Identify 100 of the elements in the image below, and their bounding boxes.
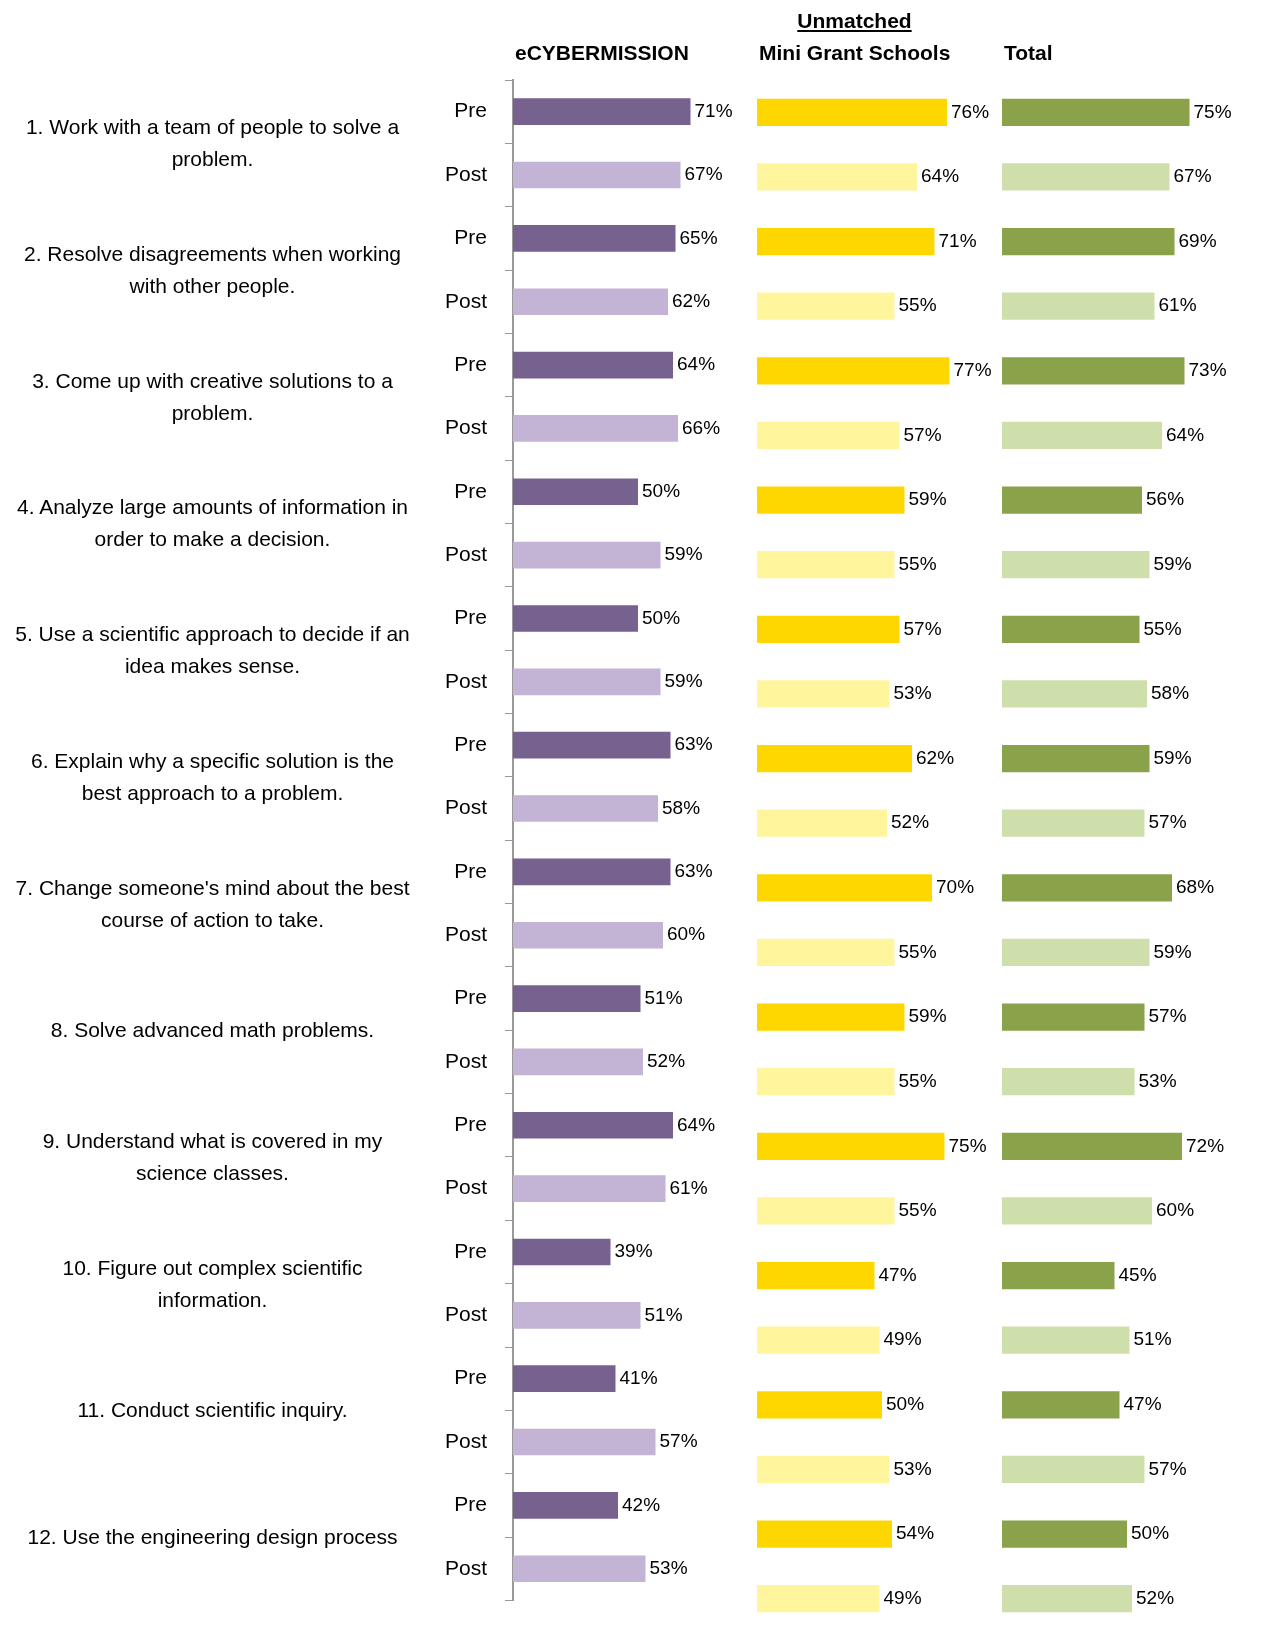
bar <box>513 98 691 125</box>
data-label: 59% <box>908 1005 947 1027</box>
data-label: 51% <box>644 1303 683 1325</box>
data-label: 59% <box>908 488 947 510</box>
text: 8. Solve advanced math problems. <box>49 1017 376 1044</box>
bar <box>513 161 681 189</box>
data-label: 57% <box>1148 1457 1187 1479</box>
data-label: 55% <box>898 1199 937 1221</box>
text: 2. Resolve disagreements when working with other people. <box>23 241 402 300</box>
data-label: 55% <box>898 1069 937 1091</box>
data-label: 61% <box>669 1176 708 1198</box>
data-label: 60% <box>1156 1199 1195 1221</box>
data-label: 62% <box>916 746 955 768</box>
bar <box>1002 227 1175 256</box>
y-tick-label: Pre <box>454 858 487 882</box>
data-label: 53% <box>1138 1069 1177 1091</box>
data-label: 71% <box>694 99 733 121</box>
y-tick-label: Pre <box>454 985 487 1009</box>
y-tick-label: Post <box>444 668 488 692</box>
data-label: 75% <box>948 1134 987 1156</box>
data-label: 59% <box>664 543 703 565</box>
data-label: 57% <box>1148 1005 1187 1027</box>
bar <box>757 1455 890 1484</box>
bar <box>757 1132 945 1160</box>
data-label: 39% <box>614 1240 653 1262</box>
bar <box>513 795 658 822</box>
data-label: 69% <box>1178 229 1217 251</box>
bar <box>513 1492 618 1519</box>
text: 10. Figure out complex scientific information. <box>61 1254 364 1313</box>
data-label: 52% <box>647 1050 686 1072</box>
bar <box>1002 1261 1115 1290</box>
bar <box>757 227 935 256</box>
chart-subtitle: Unmatched <box>797 9 912 32</box>
text: 9. Understand what is covered in my science classes. <box>41 1127 384 1186</box>
data-label: 62% <box>672 289 711 311</box>
data-label: 63% <box>674 733 713 755</box>
bar <box>1002 1585 1132 1613</box>
data-label: 71% <box>938 229 977 251</box>
data-label: 41% <box>619 1366 658 1388</box>
bar <box>757 292 895 320</box>
data-label: 50% <box>886 1393 925 1415</box>
bar <box>513 478 638 506</box>
bar <box>757 1585 880 1613</box>
data-label: 54% <box>896 1522 935 1544</box>
bar <box>757 551 895 579</box>
bar <box>757 1003 905 1031</box>
bar <box>513 1365 616 1392</box>
bar <box>757 1068 895 1096</box>
data-label: 64% <box>677 353 716 375</box>
data-label: 50% <box>642 480 681 502</box>
bar <box>513 225 676 252</box>
data-label: 42% <box>622 1493 661 1515</box>
bar <box>513 985 641 1012</box>
bar <box>757 744 912 773</box>
bar <box>757 1391 882 1419</box>
bar <box>757 98 947 126</box>
data-label: 45% <box>1118 1263 1157 1285</box>
text: 3. Come up with creative solutions to a problem. <box>31 367 394 426</box>
y-tick-label: Pre <box>454 98 487 122</box>
data-label: 59% <box>1153 746 1192 768</box>
bar <box>513 1302 641 1329</box>
bar <box>1002 98 1190 126</box>
bar <box>757 357 950 385</box>
text: 6. Explain why a specific solution is the best approach to a problem. <box>30 747 395 806</box>
bar <box>757 421 900 450</box>
text: 12. Use the engineering design process <box>26 1524 399 1551</box>
bar <box>1002 744 1150 773</box>
bar <box>513 288 668 316</box>
y-tick-label: Post <box>444 288 488 312</box>
data-label: 64% <box>1166 423 1205 445</box>
text: 5. Use a scientific approach to decide if an idea makes sense. <box>15 621 410 680</box>
y-tick-label: Post <box>444 1048 488 1072</box>
data-label: 64% <box>921 165 960 187</box>
y-tick-label: Post <box>444 1555 488 1579</box>
data-label: 53% <box>649 1556 688 1578</box>
bar <box>1002 1003 1145 1031</box>
y-tick-label: Post <box>444 1428 488 1452</box>
bar <box>513 351 673 379</box>
bar <box>513 1048 643 1076</box>
data-label: 55% <box>898 940 937 962</box>
bar <box>513 605 638 632</box>
bar <box>757 874 932 902</box>
bar <box>513 731 671 759</box>
bar <box>1002 1132 1182 1160</box>
bar <box>757 809 887 837</box>
y-tick-label: Pre <box>454 1365 487 1389</box>
data-label: 53% <box>893 682 932 704</box>
data-label: 53% <box>893 1457 932 1479</box>
y-tick-label: Pre <box>454 1238 487 1262</box>
bar <box>1002 551 1150 579</box>
data-label: 57% <box>1148 811 1187 833</box>
bar <box>757 1261 875 1290</box>
y-tick-label: Post <box>444 795 488 819</box>
bar <box>1002 809 1145 837</box>
text: 1. Work with a team of people to solve a problem. <box>24 114 401 173</box>
bar <box>1002 486 1142 514</box>
y-tick-label: Pre <box>454 351 487 375</box>
y-tick-label: Post <box>444 1175 488 1199</box>
bar <box>1002 292 1155 320</box>
data-label: 57% <box>659 1430 698 1452</box>
